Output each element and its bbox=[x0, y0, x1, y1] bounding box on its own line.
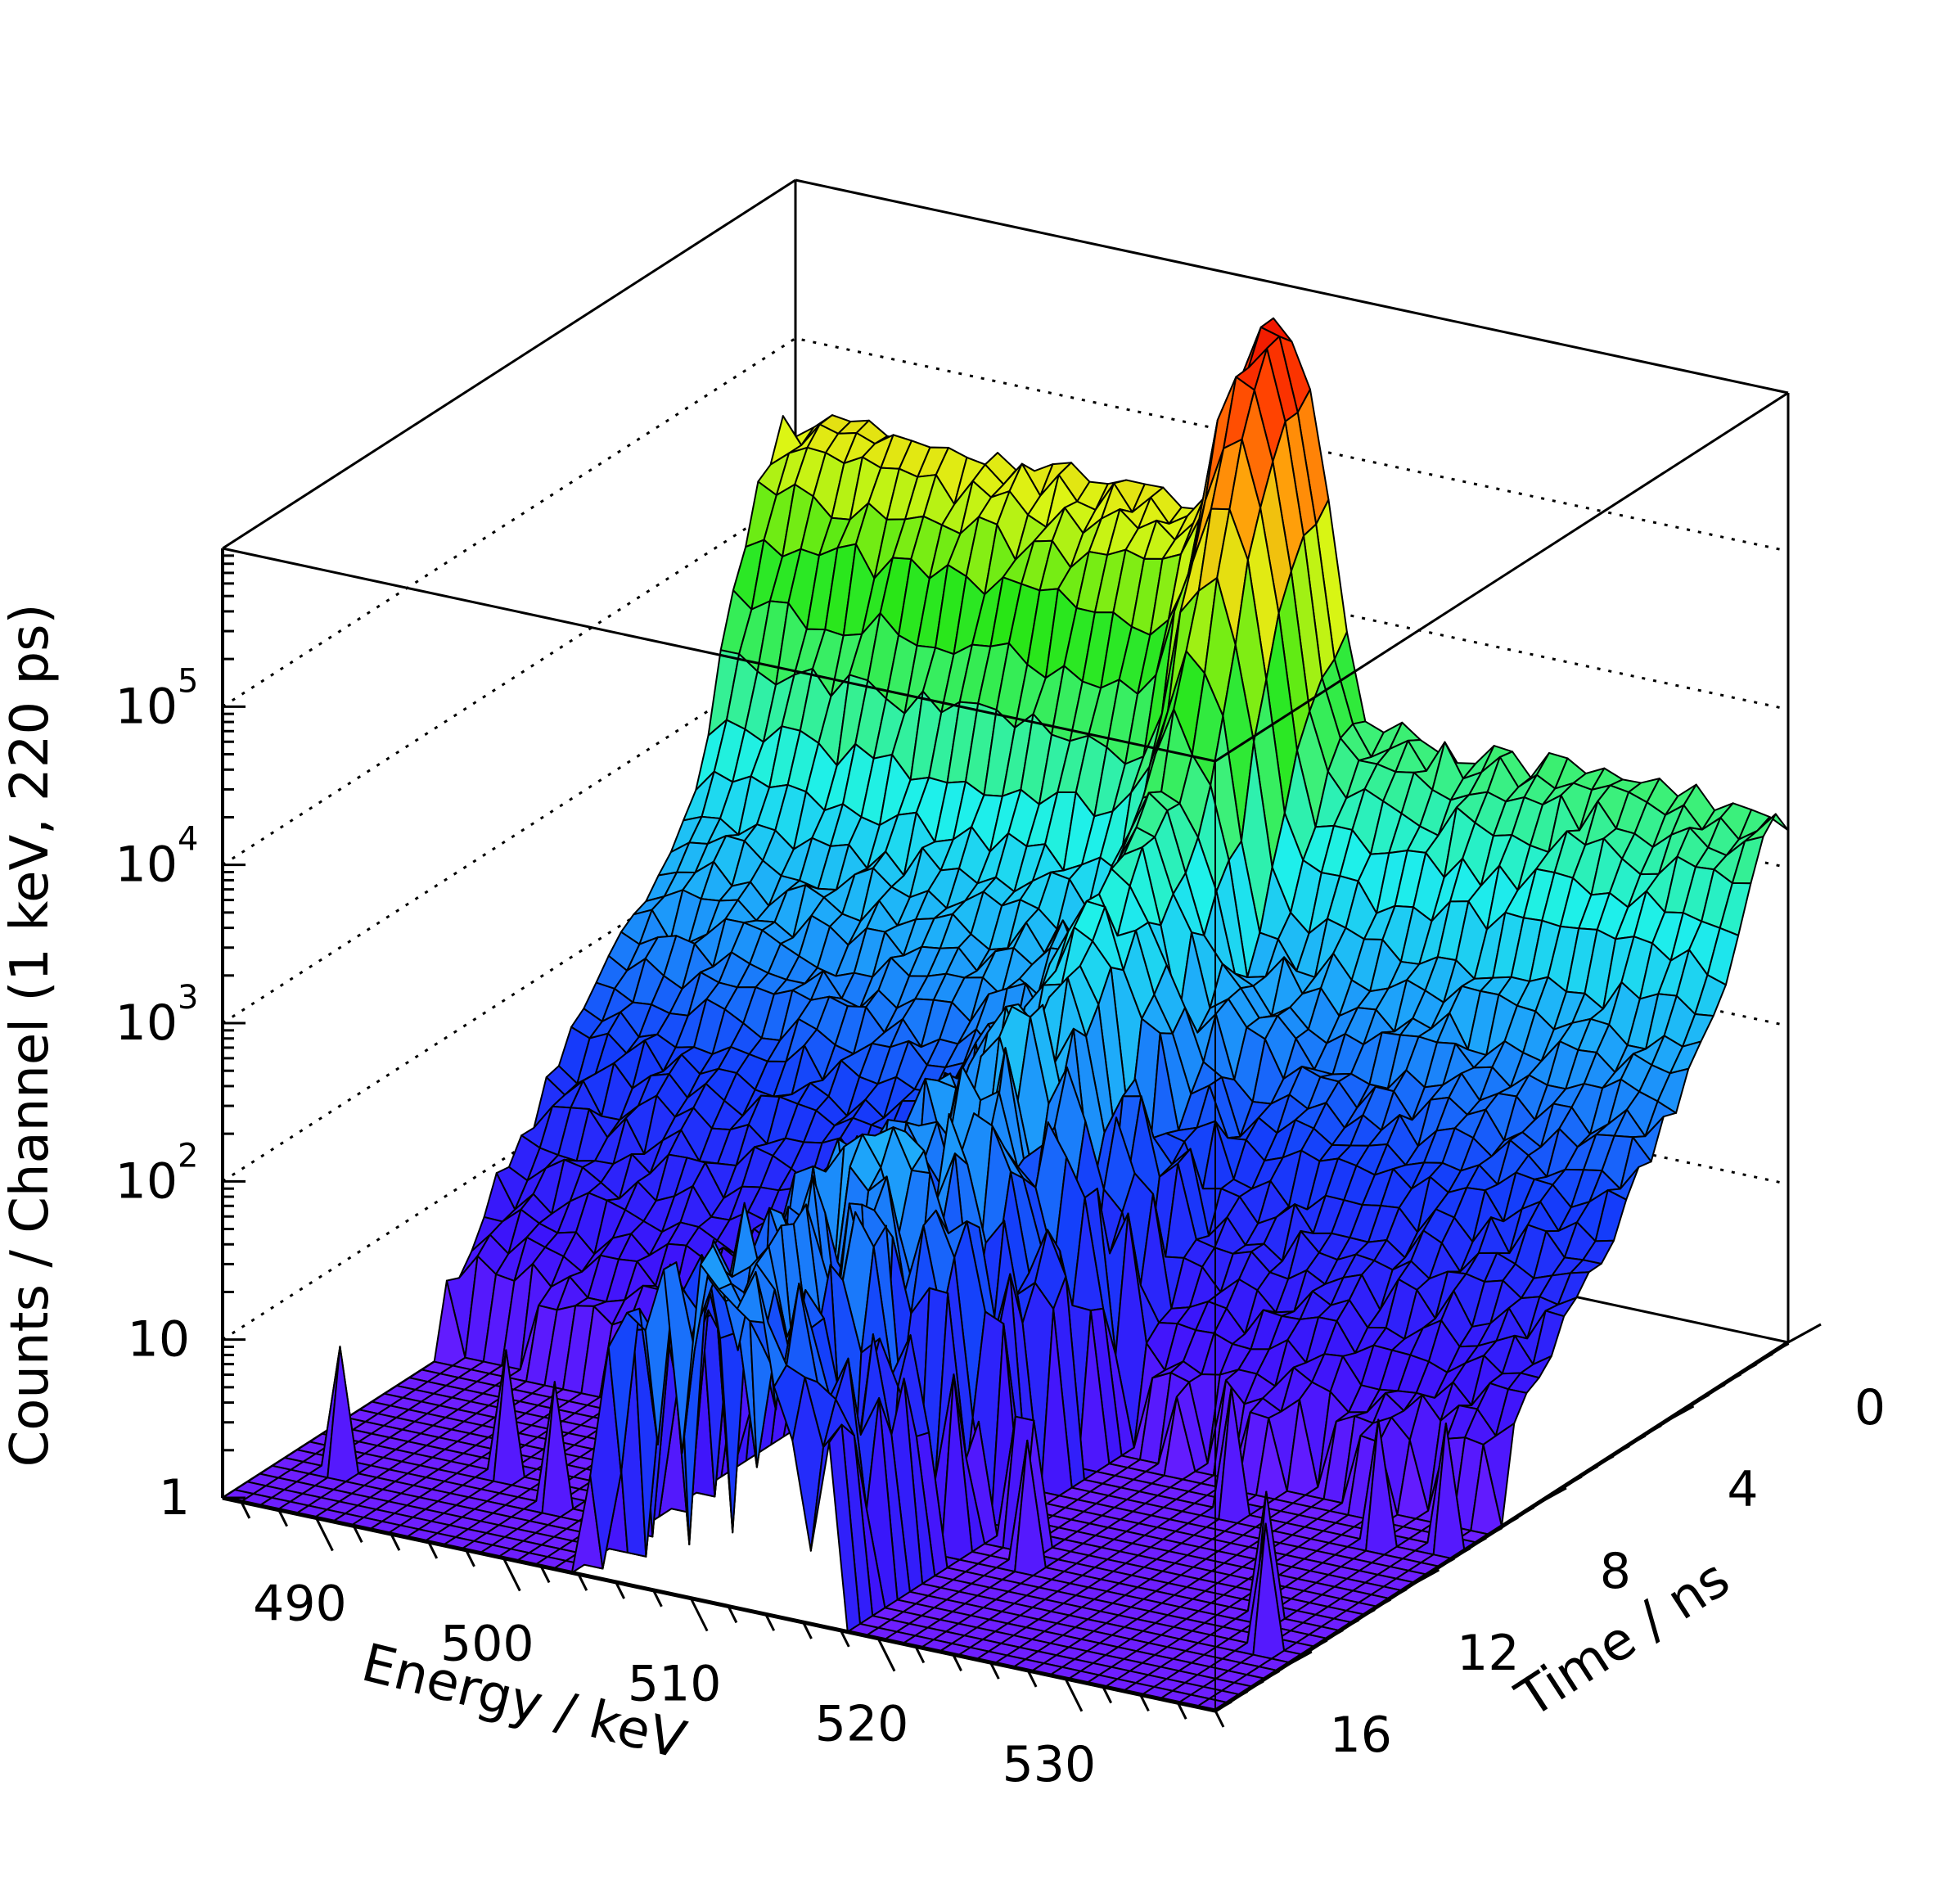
energy-tick-mark bbox=[1139, 1693, 1150, 1712]
top-front-right-edge bbox=[1214, 391, 1789, 763]
energy-axis-line bbox=[222, 1495, 1216, 1713]
time-tick-mark bbox=[1341, 1618, 1360, 1630]
time-tick-mark bbox=[1628, 1434, 1647, 1446]
energy-tick-mark bbox=[989, 1662, 1000, 1680]
z-tick-exponent: 5 bbox=[178, 662, 198, 700]
energy-tick-mark bbox=[315, 1517, 334, 1552]
time-tick-mark bbox=[1596, 1454, 1615, 1467]
energy-tick-mark bbox=[1102, 1685, 1113, 1704]
energy-tick-mark bbox=[839, 1630, 850, 1648]
time-tick-mark bbox=[1516, 1506, 1535, 1517]
energy-tick-mark bbox=[1214, 1710, 1225, 1728]
energy-tick-mark bbox=[727, 1605, 738, 1624]
time-tick-mark bbox=[1644, 1424, 1662, 1436]
energy-tick-mark bbox=[577, 1573, 588, 1591]
top-back-right-edge bbox=[795, 178, 1789, 395]
energy-tick-mark bbox=[352, 1525, 363, 1544]
energy-tick-mark bbox=[615, 1581, 625, 1599]
energy-tick-mark bbox=[914, 1645, 926, 1664]
z-tick-label: 10 bbox=[115, 837, 178, 894]
z-tick-label: 10 bbox=[115, 1152, 178, 1210]
time-tick-mark bbox=[1533, 1486, 1567, 1508]
energy-tick-label: 530 bbox=[1003, 1736, 1097, 1793]
time-tick-mark bbox=[1771, 1342, 1790, 1354]
top-front-left-edge bbox=[222, 547, 1216, 763]
time-tick-mark bbox=[1358, 1608, 1376, 1620]
energy-tick-mark bbox=[1026, 1670, 1038, 1688]
z-tick-label: 10 bbox=[115, 994, 178, 1052]
time-tick-mark bbox=[1294, 1649, 1312, 1661]
z-tick-label: 1 bbox=[159, 1469, 190, 1526]
counts-axis-label: Counts / Channel (1 keV, 220 ps) bbox=[0, 604, 61, 1468]
energy-tick-mark bbox=[465, 1549, 475, 1567]
energy-tick-mark bbox=[802, 1621, 813, 1639]
time-tick-mark bbox=[1692, 1393, 1710, 1405]
time-tick-mark bbox=[1390, 1588, 1408, 1599]
time-tick-mark bbox=[1580, 1465, 1598, 1477]
energy-tick-mark bbox=[539, 1565, 551, 1584]
energy-tick-mark bbox=[876, 1638, 896, 1672]
z-tick-exponent: 2 bbox=[178, 1137, 198, 1175]
time-tick-mark bbox=[1723, 1373, 1741, 1385]
energy-tick-label: 510 bbox=[628, 1656, 722, 1713]
time-tick-mark bbox=[1214, 1700, 1232, 1712]
time-tick-label: 12 bbox=[1457, 1625, 1519, 1682]
time-tick-mark bbox=[1230, 1690, 1249, 1702]
energy-tick-mark bbox=[277, 1509, 289, 1527]
time-tick-mark bbox=[1278, 1650, 1313, 1671]
time-tick-mark bbox=[1309, 1639, 1328, 1651]
time-tick-mark bbox=[1405, 1568, 1440, 1590]
time-tick-mark bbox=[1612, 1445, 1630, 1456]
energy-tick-label: 490 bbox=[253, 1576, 347, 1633]
time-tick-mark bbox=[1787, 1323, 1822, 1344]
energy-tick-mark bbox=[427, 1541, 439, 1559]
time-tick-label: 4 bbox=[1727, 1461, 1758, 1518]
energy-tick-mark bbox=[240, 1501, 251, 1519]
z-tick-exponent: 3 bbox=[178, 979, 198, 1017]
time-tick-label: 16 bbox=[1330, 1707, 1392, 1764]
energy-tick-mark bbox=[952, 1653, 962, 1671]
time-tick-mark bbox=[1469, 1536, 1487, 1549]
time-tick-mark bbox=[1485, 1526, 1503, 1538]
energy-tick-mark bbox=[1064, 1678, 1084, 1712]
time-tick-label: 0 bbox=[1854, 1379, 1886, 1436]
z-tick-exponent: 4 bbox=[178, 821, 198, 859]
z-tick-label: 10 bbox=[115, 678, 178, 735]
top-back-left-edge bbox=[222, 178, 796, 550]
time-tick-label: 8 bbox=[1600, 1543, 1631, 1600]
energy-tick-mark bbox=[1176, 1702, 1187, 1720]
time-tick-mark bbox=[1739, 1363, 1758, 1374]
time-tick-mark bbox=[1708, 1383, 1726, 1395]
time-tick-mark bbox=[1501, 1516, 1519, 1528]
time-tick-mark bbox=[1422, 1567, 1440, 1579]
energy-tick-label: 500 bbox=[440, 1616, 534, 1673]
z-tick-label: 10 bbox=[128, 1311, 190, 1369]
energy-tick-mark bbox=[652, 1590, 663, 1608]
energy-tick-mark bbox=[502, 1557, 521, 1592]
time-tick-mark bbox=[1326, 1629, 1344, 1640]
time-tick-mark bbox=[1373, 1598, 1392, 1610]
energy-tick-mark bbox=[390, 1533, 401, 1551]
time-tick-mark bbox=[1676, 1404, 1694, 1415]
time-tick-mark bbox=[1437, 1557, 1455, 1569]
time-tick-mark bbox=[1453, 1547, 1471, 1558]
surface-plot bbox=[222, 317, 1789, 1711]
energy-tick-mark bbox=[764, 1613, 776, 1631]
time-tick-mark bbox=[1262, 1670, 1281, 1681]
time-tick-mark bbox=[1565, 1475, 1583, 1487]
time-tick-mark bbox=[1755, 1352, 1773, 1364]
time-tick-mark bbox=[1246, 1680, 1264, 1692]
energy-tick-label: 520 bbox=[815, 1696, 909, 1753]
time-tick-mark bbox=[1660, 1405, 1695, 1426]
energy-tick-mark bbox=[689, 1597, 709, 1632]
time-tick-mark bbox=[1548, 1486, 1567, 1497]
